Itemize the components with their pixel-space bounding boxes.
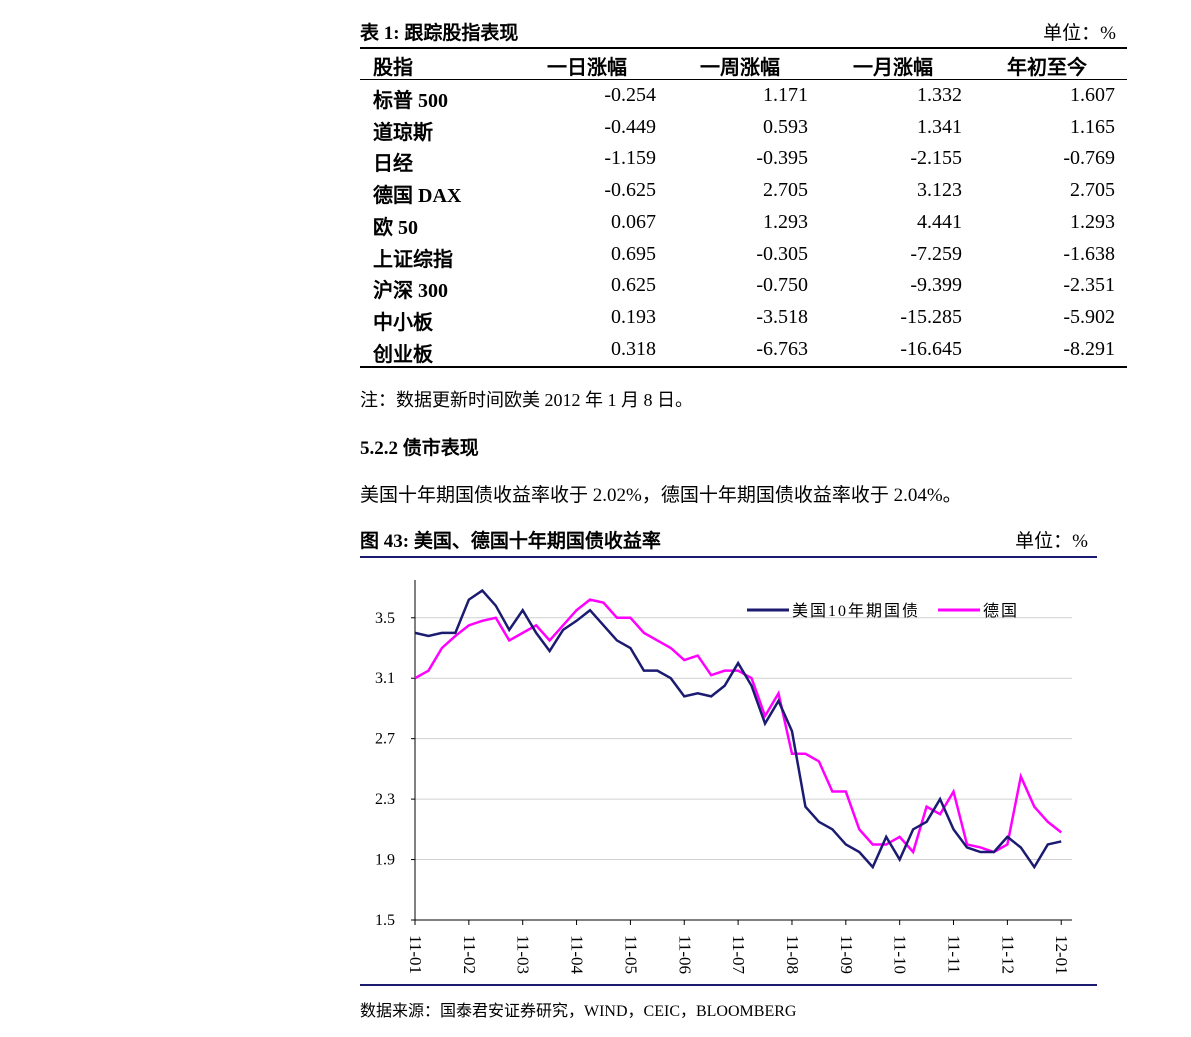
x-tick-label: 11-12 [998, 935, 1017, 974]
cell: -0.395 [756, 147, 808, 170]
x-tick-label: 11-08 [783, 935, 802, 974]
cell: -0.305 [756, 242, 808, 265]
row-label: 日经 [373, 153, 413, 176]
x-tick-label: 11-02 [460, 935, 479, 974]
y-tick-label: 1.5 [375, 912, 395, 929]
y-tick-label: 1.9 [375, 852, 395, 869]
x-tick-label: 11-07 [729, 935, 748, 975]
cell: 0.193 [611, 305, 656, 328]
row-label: 创业板 [373, 343, 433, 366]
note: 注：数据更新时间欧美 2012 年 1 月 8 日。 [360, 390, 693, 410]
row-label: 道琼斯 [373, 121, 433, 144]
cell: 0.695 [611, 242, 656, 265]
x-tick-label: 12-01 [1052, 935, 1071, 975]
chart: 1.5 1.9 2.3 2.7 3.1 3.5 11-01 11-02 11-03 11-04 11… [375, 580, 1072, 975]
table-caption: 表 1: 跟踪股指表现 [360, 23, 519, 44]
row-label: 沪深 300 [373, 280, 448, 303]
header-cell: 年初至今 [1007, 57, 1087, 79]
x-tick-label: 11-03 [514, 935, 533, 974]
cell: 1.341 [917, 115, 962, 138]
cell: 0.625 [611, 274, 656, 297]
row-label: 德国 DAX [373, 185, 462, 208]
row-label: 上证综指 [373, 248, 453, 271]
cell: 1.171 [763, 84, 808, 106]
cell: -0.750 [756, 274, 808, 297]
header-cell: 股指 [373, 57, 413, 79]
legend-label: 德国 [983, 602, 1019, 620]
y-tick-label: 2.3 [375, 791, 395, 808]
cell: -1.159 [604, 147, 656, 170]
cell: 0.318 [611, 337, 656, 360]
figure-title: 图 43: 美国、德国十年期国债收益率 [360, 531, 661, 552]
cell: -9.399 [910, 274, 962, 297]
cell: -16.645 [900, 337, 962, 360]
cell: -0.769 [1063, 147, 1115, 170]
rule [360, 47, 1127, 49]
figure-source: 数据来源：国泰君安证券研究，WIND，CEIC，BLOOMBERG [360, 1003, 797, 1020]
figure-unit: 单位：% [1015, 531, 1088, 552]
cell: 4.441 [917, 210, 962, 233]
cell: -6.763 [756, 337, 808, 360]
rule [360, 556, 1097, 558]
rule [360, 366, 1127, 368]
x-tick-label: 11-06 [675, 935, 694, 974]
x-tick-label: 11-01 [406, 935, 425, 974]
cell: 0.067 [611, 210, 656, 233]
x-tick-label: 11-10 [891, 935, 910, 974]
header-cell: 一周涨幅 [700, 57, 780, 79]
table-unit: 单位：% [1043, 23, 1116, 44]
header-cell: 一月涨幅 [853, 57, 933, 79]
x-tick-label: 11-04 [568, 935, 587, 975]
cell: -3.518 [756, 305, 808, 328]
series-line [414, 598, 1063, 855]
cell: 2.705 [1070, 179, 1115, 202]
header-cell: 一日涨幅 [547, 57, 627, 79]
cell: -0.254 [604, 84, 656, 106]
row-label: 欧 50 [373, 216, 418, 239]
cell: 2.705 [763, 179, 808, 202]
y-tick-label: 2.7 [375, 731, 395, 748]
y-tick-label: 3.5 [375, 610, 395, 627]
legend: 美国10年期国债 德国 [747, 602, 1019, 620]
x-tick-label: 11-05 [621, 935, 640, 974]
cell: -7.259 [910, 242, 962, 265]
rule [360, 984, 1097, 986]
x-tick-label: 11-11 [945, 935, 964, 973]
row-label: 标普 500 [373, 90, 448, 112]
x-tick-label: 11-09 [837, 935, 856, 974]
row-label: 中小板 [373, 311, 433, 334]
cell: 1.607 [1070, 84, 1115, 106]
cell: 1.165 [1070, 115, 1115, 138]
cell: -0.449 [604, 115, 656, 138]
cell: 0.593 [763, 115, 808, 138]
cell: -5.902 [1063, 305, 1115, 328]
paragraph: 美国十年期国债收益率收于 2.02%，德国十年期国债收益率收于 2.04%。 [360, 485, 962, 506]
y-tick-label: 3.1 [375, 670, 395, 687]
cell: -2.351 [1063, 274, 1115, 297]
cell: 1.293 [1070, 210, 1115, 233]
cell: -1.638 [1063, 242, 1115, 265]
series-line [414, 588, 1062, 870]
cell: 3.123 [917, 179, 962, 202]
rule [360, 79, 1127, 80]
section-heading: 5.2.2 债市表现 [360, 438, 479, 459]
cell: 1.293 [763, 210, 808, 233]
cell: -0.625 [604, 179, 656, 202]
cell: -2.155 [910, 147, 962, 170]
legend-label: 美国10年期国债 [792, 602, 920, 620]
cell: 1.332 [917, 84, 962, 106]
cell: -8.291 [1063, 337, 1115, 360]
cell: -15.285 [900, 305, 962, 328]
